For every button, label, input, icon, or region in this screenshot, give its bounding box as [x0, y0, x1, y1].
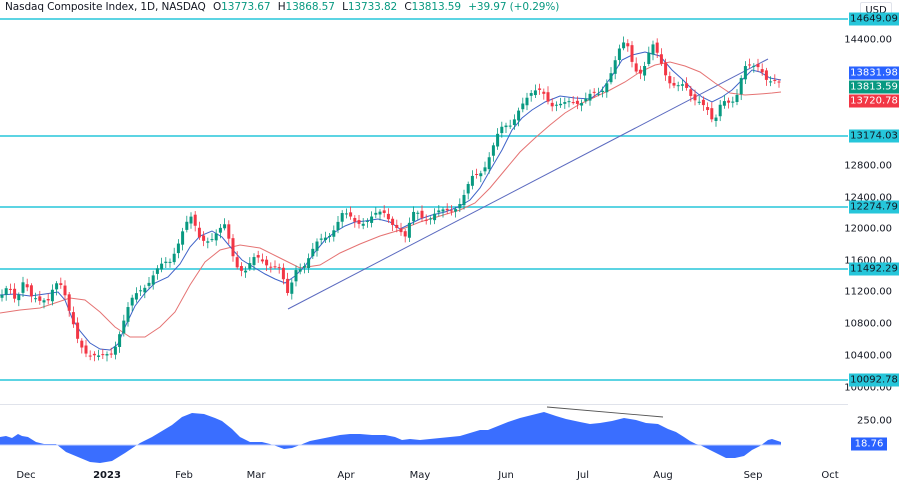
level-tag: 14649.09 — [849, 12, 899, 26]
price-tick: 10800.00 — [844, 318, 892, 330]
pane-separator[interactable] — [0, 404, 848, 405]
time-label: Feb — [175, 470, 193, 481]
oscillator-value-tag: 18.76 — [851, 437, 887, 451]
time-label: Aug — [653, 470, 673, 481]
low-value: L13733.82 — [342, 1, 398, 13]
ma-slow-line — [0, 61, 782, 338]
time-label: Mar — [246, 470, 266, 481]
time-label: Dec — [16, 470, 36, 481]
last-price-tag: 13813.59 — [849, 80, 899, 94]
oscillator-area — [0, 412, 781, 463]
level-tag: 13174.03 — [849, 129, 899, 143]
price-axis[interactable]: USD 14400.00 12800.00 12400.00 12000.00 … — [844, 0, 900, 465]
time-label: Apr — [337, 470, 355, 481]
level-tag: 10092.78 — [849, 373, 899, 387]
time-label: 2023 — [93, 470, 121, 481]
change-value: +39.97 (+0.29%) — [468, 1, 560, 13]
horizontal-levels — [0, 18, 848, 381]
trendline — [287, 58, 769, 310]
close-value: C13813.59 — [404, 1, 461, 13]
ma-fast-tag: 13831.98 — [849, 66, 899, 80]
time-axis[interactable]: Dec 2023 Feb Mar Apr May Jun Jul Aug Sep Oct — [0, 465, 900, 487]
price-tick: 11600.00 — [844, 255, 892, 267]
time-label: May — [409, 470, 431, 481]
price-tick: 12000.00 — [844, 223, 892, 235]
price-chart[interactable] — [0, 0, 848, 465]
price-tick: 12400.00 — [844, 192, 892, 204]
time-label: Jul — [576, 470, 590, 481]
chart-legend: Nasdaq Composite Index, 1D, NASDAQ O1377… — [5, 1, 563, 13]
candlesticks — [0, 36, 781, 362]
price-tick: 11200.00 — [844, 286, 892, 298]
time-label: Jun — [498, 470, 514, 481]
time-label: Oct — [821, 470, 839, 481]
ma-slow-tag: 13720.78 — [849, 94, 899, 108]
high-value: H13868.57 — [277, 1, 335, 13]
price-tick: 10000.00 — [844, 382, 892, 394]
oscillator-pane — [0, 406, 781, 463]
price-tick: 14400.00 — [844, 34, 892, 46]
level-tag: 12274.79 — [849, 200, 899, 214]
symbol-label: Nasdaq Composite Index, 1D, NASDAQ — [5, 1, 206, 13]
divergence-line — [546, 406, 664, 418]
price-tick: 12800.00 — [844, 160, 892, 172]
oscillator-tick: 250.00 — [857, 415, 892, 427]
price-tick: 10400.00 — [844, 350, 892, 362]
level-tag: 11492.29 — [849, 262, 899, 276]
ma-fast-line — [0, 51, 782, 351]
time-label: Sep — [743, 470, 763, 481]
open-value: O13773.67 — [212, 1, 271, 13]
